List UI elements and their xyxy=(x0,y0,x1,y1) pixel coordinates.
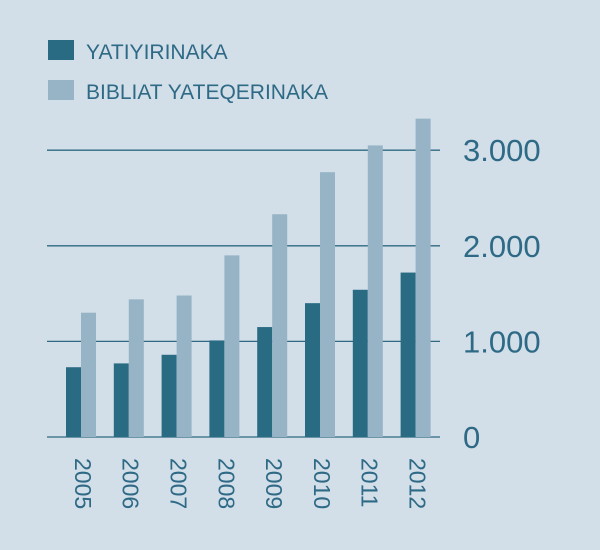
y-tick-label: 3.000 xyxy=(463,133,541,168)
bar-bibliat-yateqerinaka-2012 xyxy=(415,118,431,437)
x-tick-label: 2009 xyxy=(261,458,287,509)
x-tick-label: 2006 xyxy=(118,458,144,509)
bar-bibliat-yateqerinaka-2010 xyxy=(320,172,335,438)
bars xyxy=(66,118,431,438)
bar-bibliat-yateqerinaka-2009 xyxy=(272,214,288,437)
y-tick-label: 0 xyxy=(463,420,480,455)
bar-yatiyirinaka-2011 xyxy=(352,289,368,437)
bar-yatiyirinaka-2009 xyxy=(257,327,273,437)
x-tick-label: 2005 xyxy=(70,458,96,509)
bar-bibliat-yateqerinaka-2005 xyxy=(81,312,96,437)
bar-yatiyirinaka-2007 xyxy=(161,354,177,437)
x-tick-label: 2010 xyxy=(309,458,335,509)
x-tick-label: 2012 xyxy=(405,458,431,509)
bar-bibliat-yateqerinaka-2011 xyxy=(367,145,383,438)
y-tick-label: 1.000 xyxy=(463,324,541,359)
bar-yatiyirinaka-2008 xyxy=(209,340,225,437)
x-tick-label: 2011 xyxy=(357,458,383,507)
y-axis-ticks: 0 1.000 2.000 3.000 xyxy=(463,133,541,455)
bar-bibliat-yateqerinaka-2007 xyxy=(176,295,192,437)
bar-yatiyirinaka-2006 xyxy=(113,363,129,437)
y-tick-label: 2.000 xyxy=(463,229,541,264)
legend-swatch-bibliat-yateqerinaka xyxy=(48,80,74,100)
legend: YATIYIRINAKA BIBLIAT YATEQERINAKA xyxy=(48,40,328,104)
legend-label-yatiyirinaka: YATIYIRINAKA xyxy=(86,41,228,64)
bar-yatiyirinaka-2005 xyxy=(66,367,81,437)
bar-bibliat-yateqerinaka-2008 xyxy=(224,255,240,437)
x-axis-ticks: 2005 2006 2007 2008 2009 2010 2011 2012 xyxy=(70,458,431,509)
x-tick-label: 2008 xyxy=(213,458,239,509)
bar-yatiyirinaka-2012 xyxy=(400,272,416,437)
legend-label-bibliat-yateqerinaka: BIBLIAT YATEQERINAKA xyxy=(86,81,328,104)
bar-bibliat-yateqerinaka-2006 xyxy=(128,299,144,437)
bar-yatiyirinaka-2010 xyxy=(305,303,320,437)
legend-swatch-yatiyirinaka xyxy=(48,40,74,60)
x-tick-label: 2007 xyxy=(166,458,192,509)
